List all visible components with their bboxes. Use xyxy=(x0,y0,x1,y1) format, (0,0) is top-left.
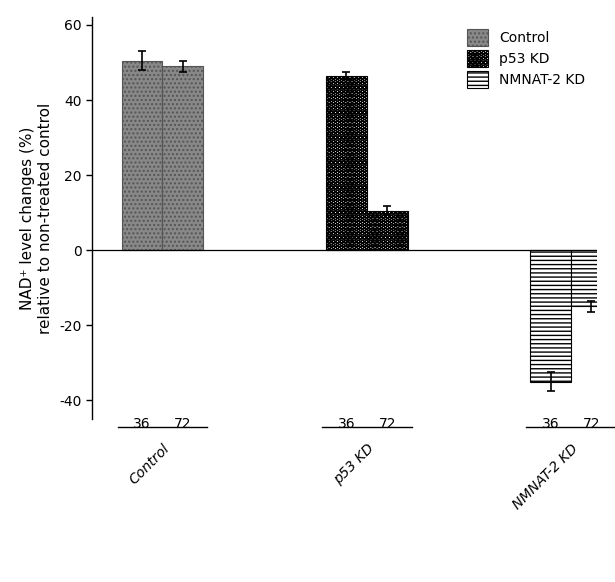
Bar xyxy=(122,61,162,250)
Bar xyxy=(367,211,408,250)
Text: 72: 72 xyxy=(378,417,396,431)
Text: 72: 72 xyxy=(174,417,192,431)
Text: p53 KD: p53 KD xyxy=(331,442,376,487)
Text: NMNAT-2 KD: NMNAT-2 KD xyxy=(510,442,581,512)
Text: 72: 72 xyxy=(582,417,600,431)
Bar xyxy=(571,250,612,307)
Text: 36: 36 xyxy=(338,417,355,431)
Bar xyxy=(162,66,204,250)
Text: 36: 36 xyxy=(542,417,560,431)
Bar xyxy=(326,76,367,250)
Text: 36: 36 xyxy=(133,417,151,431)
Bar xyxy=(530,250,571,382)
Text: Control: Control xyxy=(127,442,172,487)
Legend: Control, p53 KD, NMNAT-2 KD: Control, p53 KD, NMNAT-2 KD xyxy=(463,24,590,92)
Y-axis label: NAD⁺ level changes (%)
relative to non-treated control: NAD⁺ level changes (%) relative to non-t… xyxy=(20,102,52,334)
